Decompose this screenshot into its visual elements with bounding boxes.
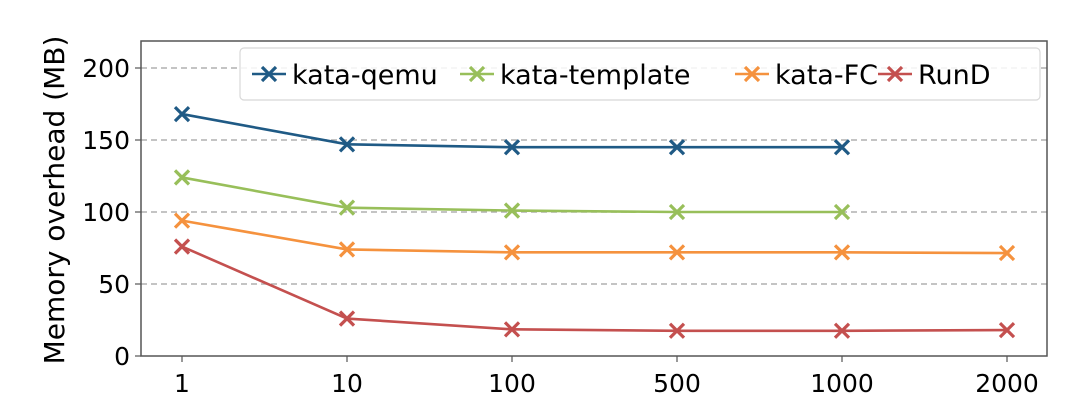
- legend-label: kata-FC: [775, 60, 878, 91]
- x-marker-icon: [173, 212, 191, 229]
- y-axis-ticks: 0 50 100 150 200: [82, 54, 141, 371]
- y-tick-label: 0: [114, 342, 130, 371]
- series-line: [181, 219, 1008, 255]
- x-marker-icon: [998, 321, 1016, 339]
- x-tick-label: 10: [331, 369, 363, 398]
- y-tick-label: 100: [82, 198, 130, 227]
- series-kata-template: [173, 169, 851, 221]
- x-marker-icon: [668, 322, 686, 339]
- x-axis-ticks: 1 10 100 500 1000 2000: [174, 356, 1039, 398]
- legend-label: kata-qemu: [292, 60, 438, 91]
- y-tick-label: 50: [98, 270, 130, 299]
- x-marker-icon: [338, 241, 356, 258]
- x-marker-icon: [338, 310, 356, 327]
- x-marker-icon: [338, 136, 356, 153]
- x-marker-icon: [503, 244, 521, 261]
- x-tick-label: 2000: [975, 369, 1039, 398]
- x-marker-icon: [886, 65, 904, 83]
- series-lines: [173, 105, 1016, 339]
- x-marker-icon: [173, 238, 191, 255]
- plot-frame: [140, 40, 1048, 357]
- x-marker-icon: [833, 203, 851, 221]
- x-marker-icon: [668, 139, 686, 156]
- x-marker-icon: [833, 139, 851, 156]
- x-marker-icon: [338, 199, 356, 216]
- x-tick-label: 1000: [810, 369, 874, 398]
- x-marker-icon: [743, 65, 761, 83]
- x-marker-icon: [503, 321, 521, 338]
- x-marker-icon: [668, 244, 686, 261]
- legend-label: RunD: [918, 60, 991, 91]
- x-marker-icon: [173, 105, 191, 123]
- legend-item-kata-FC: kata-FC: [735, 60, 878, 91]
- x-marker-icon: [833, 322, 851, 339]
- x-marker-icon: [668, 203, 686, 221]
- series-RunD: [173, 238, 1016, 339]
- y-tick-label: 150: [82, 126, 130, 155]
- y-tick-label: 200: [82, 54, 130, 83]
- legend-item-kata-template: kata-template: [460, 60, 690, 91]
- series-line: [181, 176, 842, 214]
- series-line: [181, 112, 842, 149]
- x-tick-label: 500: [653, 369, 701, 398]
- y-axis-label: Memory overhead (MB): [38, 36, 71, 365]
- series-kata-FC: [173, 212, 1016, 262]
- x-marker-icon: [260, 65, 278, 83]
- x-marker-icon: [503, 202, 521, 219]
- x-tick-label: 1: [174, 369, 190, 398]
- x-marker-icon: [468, 65, 486, 83]
- series-line: [181, 245, 1008, 333]
- x-marker-icon: [173, 169, 191, 186]
- legend-box: [239, 47, 1041, 101]
- legend: kata-qemu kata-template kata-FC RunD: [239, 47, 1041, 101]
- series-kata-qemu: [173, 105, 851, 156]
- legend-item-RunD: RunD: [878, 60, 991, 91]
- x-marker-icon: [503, 139, 521, 156]
- x-marker-icon: [833, 244, 851, 261]
- x-marker-icon: [998, 244, 1016, 262]
- legend-label: kata-template: [500, 60, 690, 91]
- x-tick-label: 100: [488, 369, 536, 398]
- legend-item-kata-qemu: kata-qemu: [252, 60, 438, 91]
